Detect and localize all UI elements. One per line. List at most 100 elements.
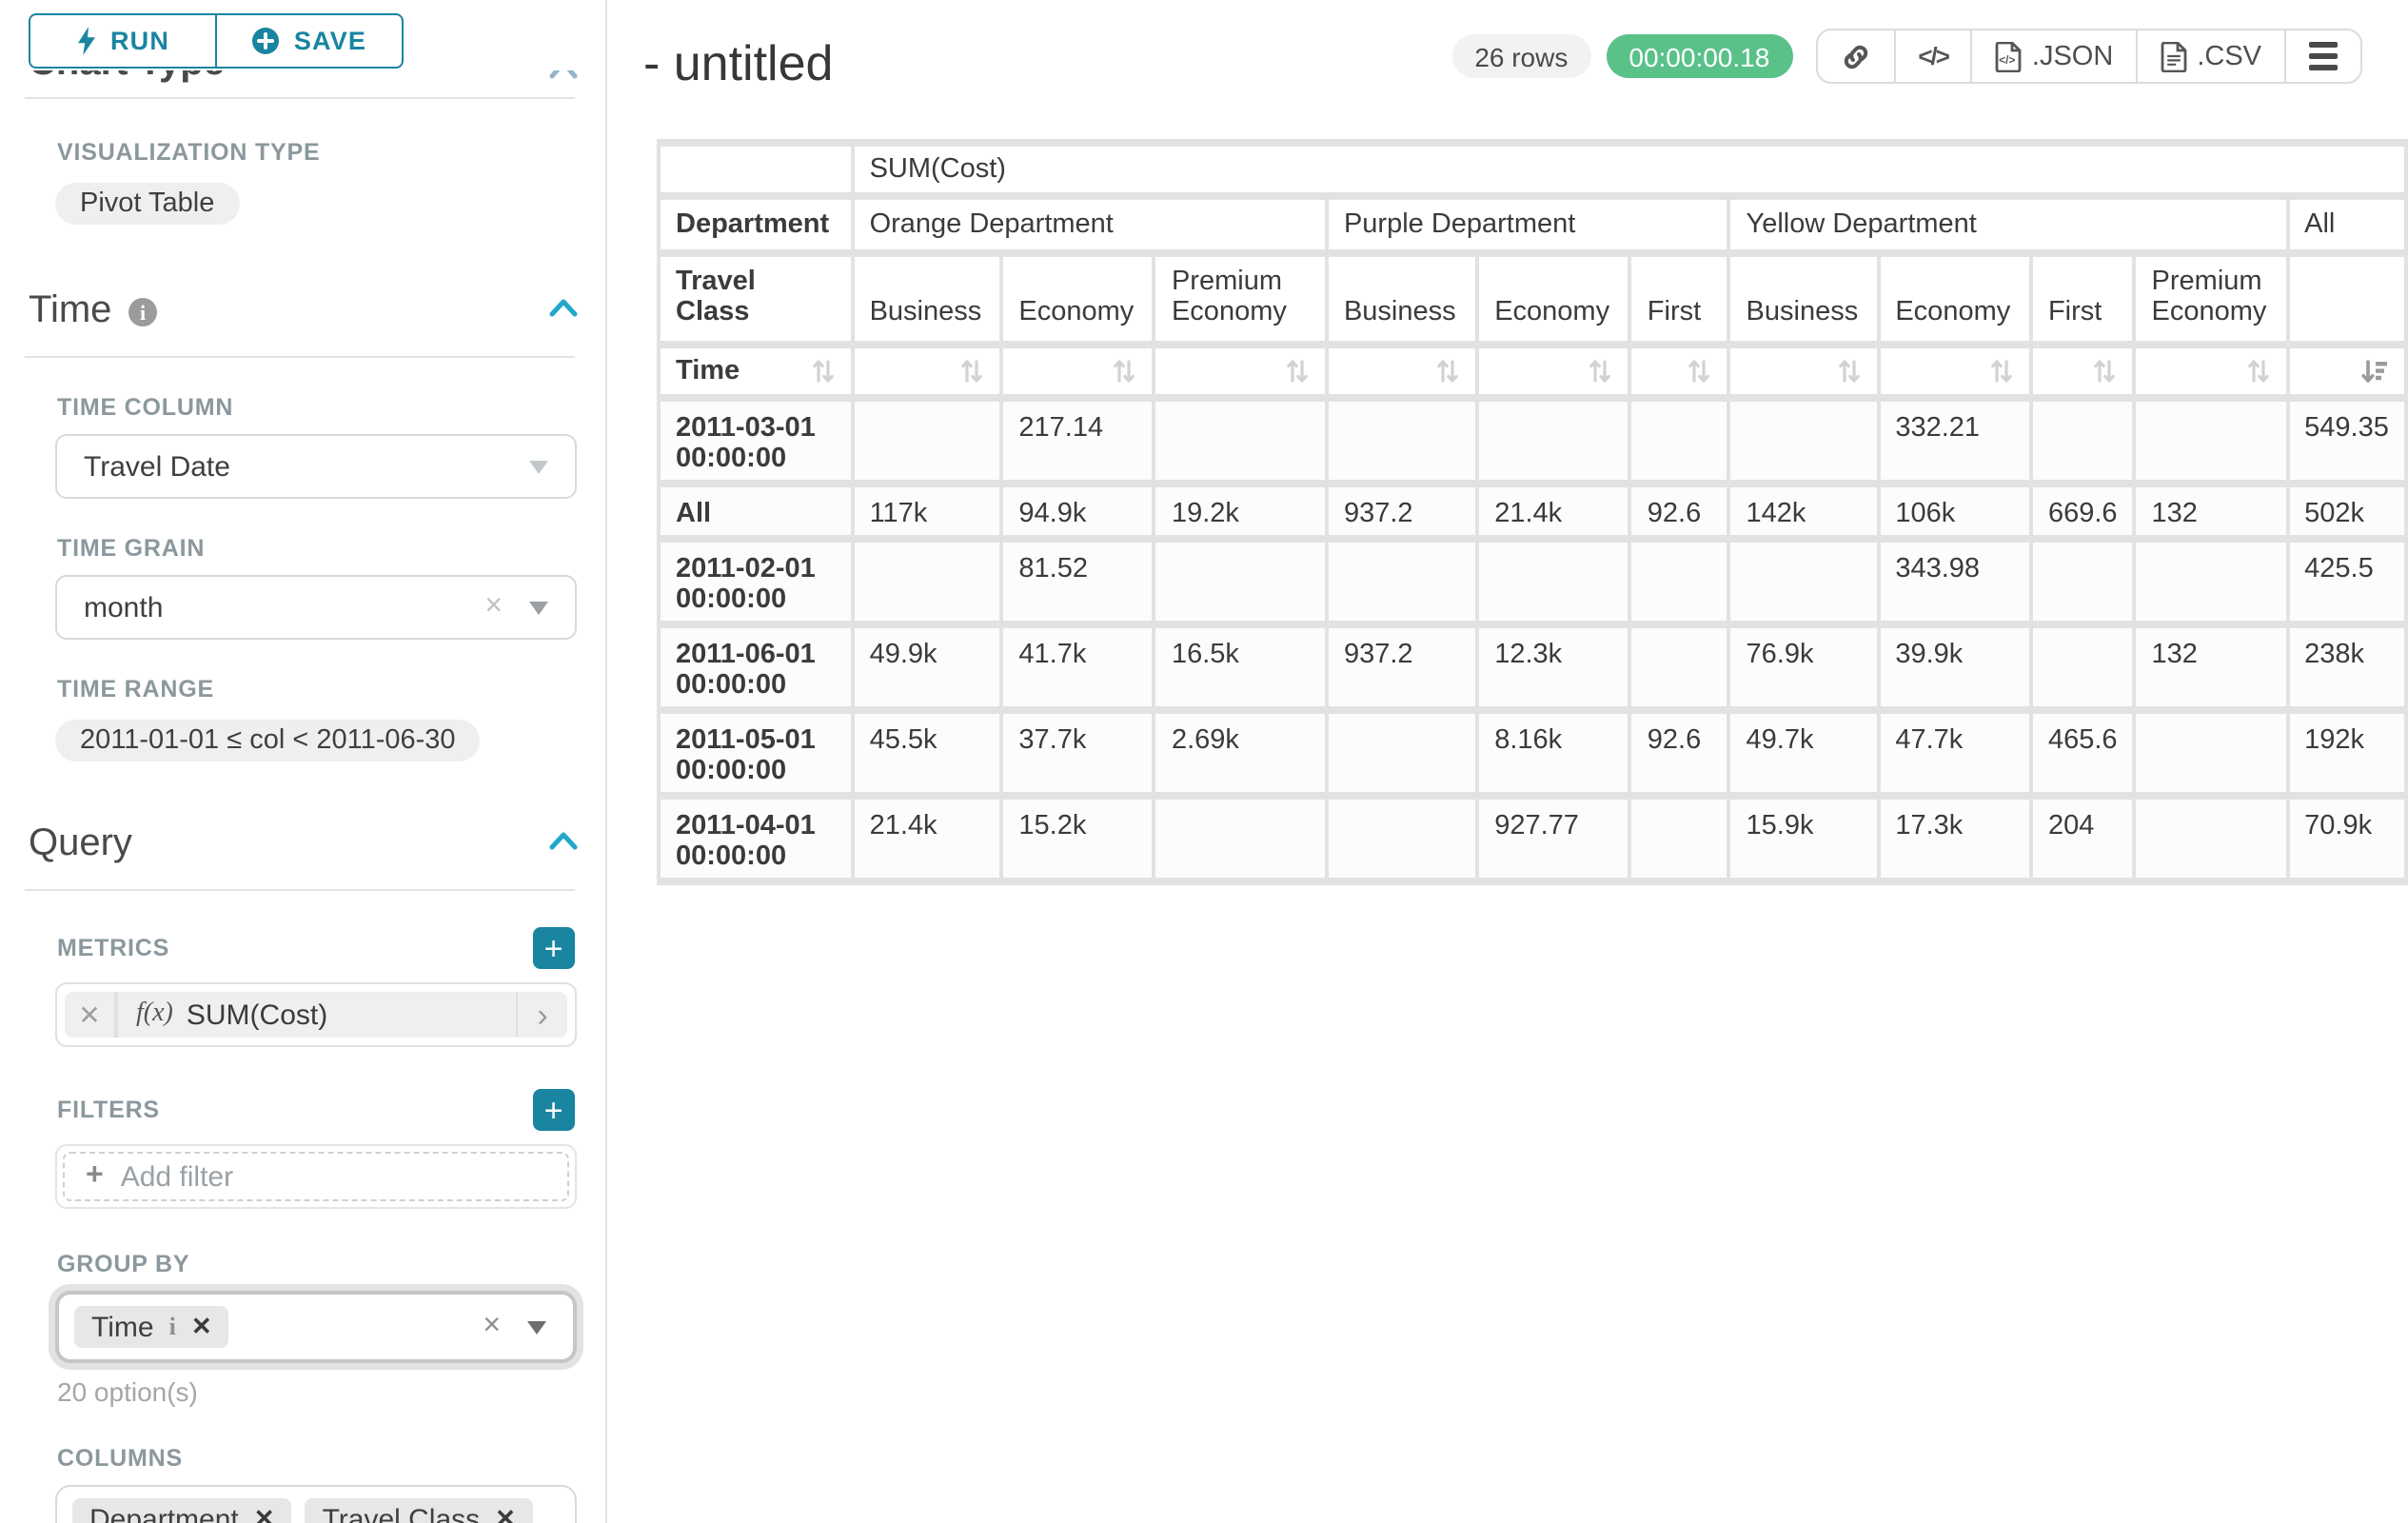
sort-icon[interactable]	[1435, 358, 1460, 385]
sort-icon[interactable]	[1989, 358, 2014, 385]
value-cell: 502k	[2289, 487, 2404, 535]
file-code-icon: </>	[1996, 41, 2023, 71]
columns-tag: Travel Class ✕	[305, 1498, 533, 1523]
sort-icon[interactable]	[1589, 358, 1613, 385]
divider	[25, 97, 575, 99]
group-by-label: GROUP BY	[57, 1251, 190, 1277]
sort-icon[interactable]	[2245, 358, 2270, 385]
add-filter-button[interactable]: + Add filter	[63, 1152, 569, 1201]
caret-down-icon	[529, 461, 548, 474]
export-csv-button[interactable]: .CSV	[2136, 30, 2284, 82]
sort-icon[interactable]	[1113, 358, 1137, 385]
add-filter-label: Add filter	[120, 1160, 234, 1193]
value-cell	[2136, 714, 2286, 792]
sort-icon[interactable]	[2093, 358, 2118, 385]
sort-icon[interactable]	[811, 358, 836, 385]
column-sort-cell	[1730, 348, 1877, 394]
value-cell: 47.7k	[1880, 714, 2029, 792]
remove-tag-icon[interactable]: ✕	[253, 1504, 275, 1523]
group-header-cell: Purple Department	[1328, 200, 1727, 249]
column-sort-cell	[1880, 348, 2029, 394]
run-button-label: RUN	[109, 27, 170, 55]
code-icon: </>	[1918, 42, 1950, 70]
metric-name: SUM(Cost)	[186, 999, 328, 1031]
sort-icon[interactable]	[1688, 358, 1712, 385]
group-by-select[interactable]: Time i ✕ ×	[55, 1291, 577, 1363]
value-cell	[1479, 402, 1628, 480]
tag-label: Time	[91, 1311, 154, 1343]
value-cell: 37.7k	[1003, 714, 1153, 792]
chart-area: - untitled 26 rows 00:00:00.18 </>	[607, 0, 2408, 1523]
value-cell: 8.16k	[1479, 714, 1628, 792]
class-header-cell	[2289, 257, 2404, 341]
value-cell: 41.7k	[1003, 628, 1153, 706]
remove-tag-icon[interactable]: ✕	[495, 1504, 516, 1523]
class-header-cell: Economy	[1880, 257, 2029, 341]
row-dimension-label: Time	[676, 356, 740, 386]
row-count-badge: 26 rows	[1451, 34, 1591, 78]
value-cell: 937.2	[1328, 628, 1476, 706]
value-cell: 21.4k	[854, 800, 1000, 878]
columns-select[interactable]: Department ✕ Travel Class ✕ ×	[55, 1485, 577, 1523]
table-row: 2011-04-01 00:00:00 21.4k 15.2k 927.77 15.9k…	[661, 800, 2404, 878]
filters-label: FILTERS	[57, 1097, 160, 1123]
value-cell: 117k	[854, 487, 1000, 535]
value-cell: 15.2k	[1003, 800, 1153, 878]
metric-header-cell: SUM(Cost)	[854, 147, 2404, 192]
value-cell	[1631, 800, 1727, 878]
class-header-cell: First	[2032, 257, 2133, 341]
add-metric-button[interactable]: +	[533, 927, 575, 969]
save-button-label: SAVE	[293, 27, 367, 55]
clear-icon[interactable]: ×	[483, 1310, 501, 1342]
svg-text:</>: </>	[2000, 52, 2016, 66]
save-button[interactable]: SAVE	[215, 15, 402, 67]
sort-icon[interactable]	[1836, 358, 1861, 385]
columns-label: COLUMNS	[57, 1445, 183, 1472]
remove-tag-icon[interactable]: ✕	[190, 1312, 212, 1340]
run-button[interactable]: RUN	[30, 15, 215, 67]
value-cell	[1328, 543, 1476, 621]
value-cell	[2136, 402, 2286, 480]
export-json-button[interactable]: </> .JSON	[1970, 30, 2136, 82]
metrics-control: ✕ f(x) SUM(Cost) ›	[55, 982, 577, 1047]
chevron-up-icon[interactable]	[548, 830, 579, 851]
sort-icon[interactable]	[959, 358, 984, 385]
row-header-cell: 2011-05-01 00:00:00	[661, 714, 851, 792]
metric-item[interactable]: ✕ f(x) SUM(Cost) ›	[65, 992, 567, 1038]
chart-header-controls: 26 rows 00:00:00.18 </> </>	[1451, 29, 2362, 84]
row-dimension-header-cell: Time	[661, 348, 851, 394]
menu-button[interactable]	[2284, 30, 2360, 82]
time-grain-value: month	[84, 591, 164, 623]
visualization-type-pill[interactable]: Pivot Table	[55, 183, 240, 225]
embed-code-button[interactable]: </>	[1893, 30, 1971, 82]
file-text-icon	[2161, 41, 2187, 71]
group-header-cell: Orange Department	[854, 200, 1325, 249]
lightning-bolt-icon	[76, 27, 97, 55]
value-cell	[2136, 800, 2286, 878]
chart-title[interactable]: - untitled	[643, 34, 834, 91]
time-grain-select[interactable]: month ×	[55, 575, 577, 640]
chart-header: - untitled 26 rows 00:00:00.18 </>	[607, 0, 2408, 118]
caret-down-icon[interactable]	[527, 1321, 546, 1335]
group-by-options-hint: 20 option(s)	[57, 1376, 198, 1407]
value-cell	[1631, 402, 1727, 480]
time-column-select[interactable]: Travel Date	[55, 434, 577, 499]
value-cell	[1155, 800, 1325, 878]
control-panel: Chart Type RUN SAVE	[0, 0, 607, 1523]
value-cell: 2.69k	[1155, 714, 1325, 792]
copy-link-button[interactable]	[1817, 30, 1893, 82]
sort-descending-icon[interactable]	[2360, 358, 2389, 385]
chevron-up-icon[interactable]	[548, 297, 579, 318]
remove-metric-icon[interactable]: ✕	[78, 999, 101, 1029]
time-range-pill[interactable]: 2011-01-01 ≤ col < 2011-06-30	[55, 720, 481, 762]
column-sort-cell	[2289, 348, 2404, 394]
chevron-right-icon[interactable]: ›	[537, 997, 548, 1033]
value-cell	[1730, 402, 1877, 480]
value-cell	[854, 402, 1000, 480]
panel-scroll-area: VISUALIZATION TYPE Pivot Table Time i TI…	[0, 97, 605, 1523]
clear-icon[interactable]: ×	[484, 590, 503, 623]
value-cell: 465.6	[2032, 714, 2133, 792]
sort-icon[interactable]	[1285, 358, 1310, 385]
add-filter-plus-button[interactable]: +	[533, 1089, 575, 1131]
